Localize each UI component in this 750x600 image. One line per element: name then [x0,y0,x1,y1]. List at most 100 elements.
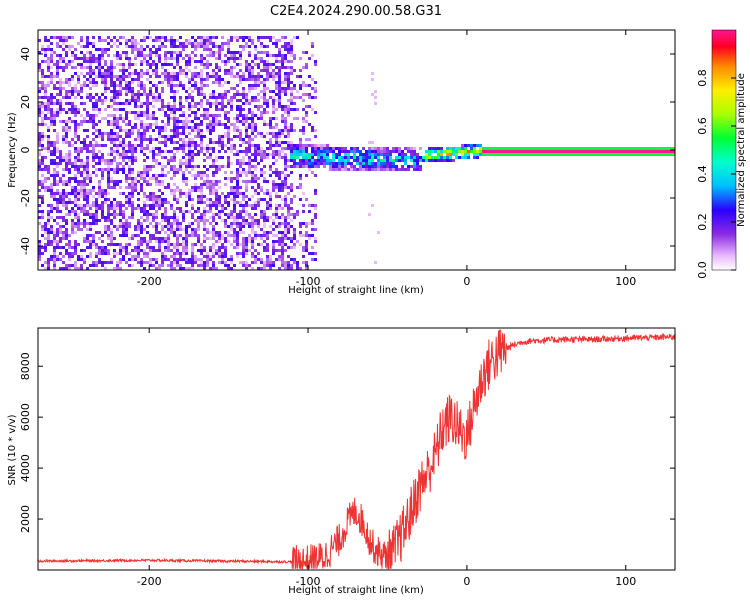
heatmap-cell [290,165,293,168]
heatmap-cell [41,213,44,216]
heatmap-cell [44,249,47,252]
heatmap-cell [191,228,194,231]
heatmap-cell [206,72,209,75]
heatmap-cell [254,156,257,159]
heatmap-cell [146,180,149,183]
heatmap-cell [218,186,221,189]
heatmap-cell [80,96,83,99]
heatmap-cell [209,249,212,252]
heatmap-cell [167,228,170,231]
bottom-y-axis-label: SNR (10 * v/v) [7,414,18,485]
heatmap-cell [74,165,77,168]
heatmap-cell [80,120,83,123]
heatmap-cell [134,249,137,252]
heatmap-cell [266,255,269,258]
heatmap-cell [302,222,305,225]
heatmap-cell [191,42,194,45]
heatmap-cell [245,78,248,81]
heatmap-cell [86,171,89,174]
heatmap-cell [164,240,167,243]
heatmap-cell [59,192,62,195]
heatmap-cell [86,195,89,198]
heatmap-cell [221,156,224,159]
heatmap-cell [134,159,137,162]
heatmap-cell [257,225,260,228]
heatmap-cell [179,168,182,171]
heatmap-cell [122,150,125,153]
heatmap-cell [251,129,254,132]
heatmap-cell [179,45,182,48]
heatmap-cell [311,165,314,168]
heatmap-cell [329,159,332,162]
heatmap-cell [161,237,164,240]
heatmap-cell [212,204,215,207]
heatmap-cell [125,132,128,135]
heatmap-cell [152,63,155,66]
heatmap-cell [227,117,230,120]
heatmap-cell [83,183,86,186]
heatmap-cell [59,231,62,234]
heatmap-cell [245,180,248,183]
heatmap-cell [128,60,131,63]
heatmap-cell [53,144,56,147]
heatmap-cell [242,48,245,51]
heatmap-cell [470,147,473,150]
heatmap-cell [143,36,146,39]
heatmap-cell [188,222,191,225]
heatmap-cell [200,120,203,123]
heatmap-cell [41,84,44,87]
heatmap-cell [263,177,266,180]
heatmap-cell [53,261,56,264]
heatmap-cell [230,69,233,72]
heatmap-cell [224,219,227,222]
heatmap-cell [218,48,221,51]
heatmap-cell [149,222,152,225]
heatmap-cell [218,204,221,207]
heatmap-cell [104,216,107,219]
heatmap-cell [44,246,47,249]
heatmap-cell [116,168,119,171]
heatmap-cell [239,165,242,168]
heatmap-cell [56,66,59,69]
heatmap-cell [308,75,311,78]
heatmap-cell [233,96,236,99]
heatmap-cell [203,108,206,111]
heatmap-cell [368,153,371,156]
heatmap-cell [164,78,167,81]
heatmap-cell [335,162,338,165]
heatmap-cell [83,198,86,201]
heatmap-cell [173,51,176,54]
heatmap-cell [368,168,371,171]
heatmap-cell [128,141,131,144]
heatmap-cell [89,243,92,246]
heatmap-cell [104,75,107,78]
heatmap-cell [131,264,134,267]
heatmap-cell [101,240,104,243]
heatmap-cell [281,129,284,132]
heatmap-cell [131,189,134,192]
heatmap-cell [95,174,98,177]
heatmap-cell [86,162,89,165]
heatmap-cell [110,228,113,231]
figure-title: C2E4.2024.290.00.58.G31 [270,4,442,19]
heatmap-cell [65,96,68,99]
heatmap-cell [56,180,59,183]
heatmap-cell [305,156,308,159]
heatmap-cell [98,39,101,42]
heatmap-cell [284,267,287,270]
heatmap-cell [221,192,224,195]
heatmap-cell [101,51,104,54]
heatmap-cell [206,174,209,177]
heatmap-cell [203,171,206,174]
heatmap-cell [230,192,233,195]
heatmap-cell [188,225,191,228]
heatmap-cell [158,264,161,267]
heatmap-cell [203,135,206,138]
heatmap-cell [407,168,410,171]
heatmap-cell [215,213,218,216]
heatmap-cell [257,81,260,84]
heatmap-cell [116,264,119,267]
heatmap-cell [200,87,203,90]
heatmap-cell [83,75,86,78]
heatmap-cell [161,36,164,39]
